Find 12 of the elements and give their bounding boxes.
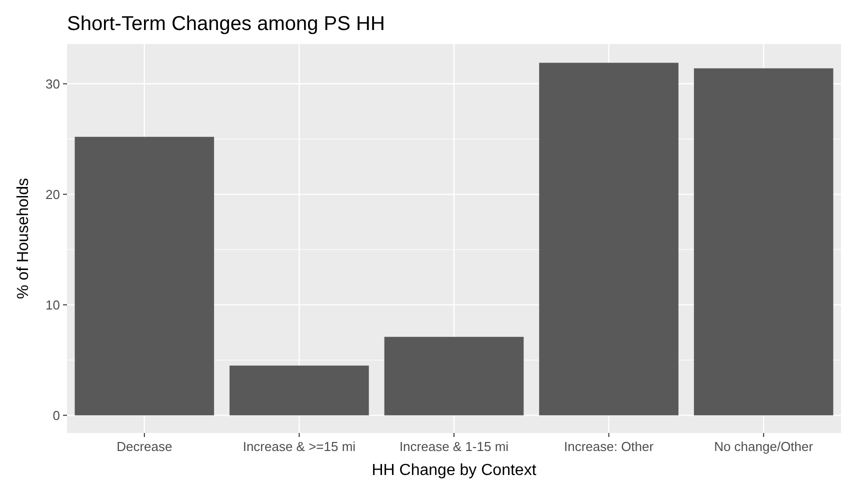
y-tick-label: 10 xyxy=(46,297,60,312)
x-tick-label: Increase: Other xyxy=(564,439,654,454)
x-tick-label: Decrease xyxy=(116,439,172,454)
y-tick-label: 30 xyxy=(46,76,60,92)
y-tick-label: 20 xyxy=(46,186,60,202)
x-axis-title: HH Change by Context xyxy=(372,462,537,479)
x-tick-label: Increase & 1-15 mi xyxy=(399,439,509,454)
y-axis-title: % of Households xyxy=(15,178,32,299)
x-tick-label: No change/Other xyxy=(714,439,814,454)
chart-title: Short-Term Changes among PS HH xyxy=(67,13,385,35)
y-tick-label: 0 xyxy=(52,408,60,423)
x-tick-label: Increase & >=15 mi xyxy=(242,439,356,454)
